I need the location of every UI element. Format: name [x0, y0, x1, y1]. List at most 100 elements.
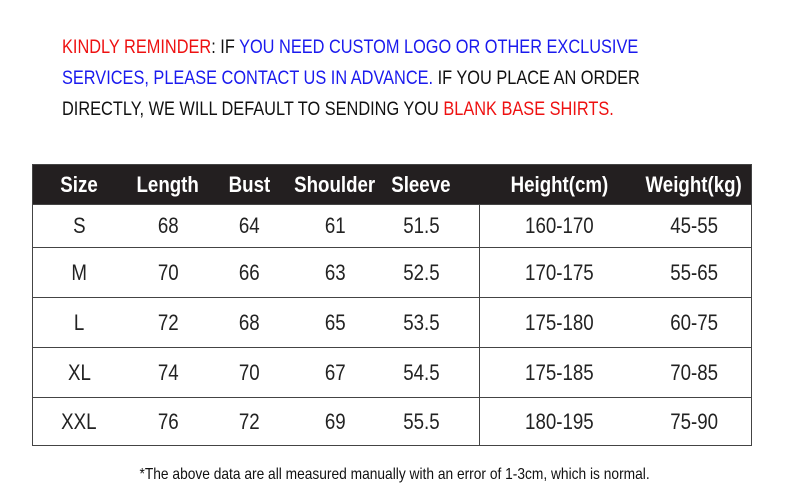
cell-bust: Bust [214, 165, 284, 204]
cell-weight: Weight(kg) [629, 165, 759, 204]
cell-text: XL [67, 359, 91, 385]
cell-height: 180-195 [489, 398, 629, 446]
cell-length: Length [118, 165, 218, 204]
cell-bust: 70 [214, 348, 284, 397]
cell-text: M [71, 259, 87, 285]
cell-text: 66 [238, 259, 260, 285]
cell-shoulder: Shoulder [285, 165, 385, 204]
table-row: XL 74 70 67 54.5 175-185 70-85 [33, 347, 751, 397]
reminder-line-1: KINDLY REMINDER: IF YOU NEED CUSTOM LOGO… [62, 37, 638, 59]
cell-sleeve: 55.5 [376, 398, 466, 446]
cell-text: 68 [157, 213, 179, 238]
cell-text: 70 [238, 359, 260, 385]
measurement-note-text: *The above data are all measured manuall… [139, 466, 651, 483]
cell-shoulder: 65 [285, 298, 385, 347]
cell-size: XL [39, 348, 119, 397]
cell-height: Height(cm) [489, 165, 629, 204]
cell-text: XXL [61, 409, 97, 434]
cell-shoulder: 69 [285, 398, 385, 446]
cell-text: 63 [324, 259, 346, 285]
cell-text: 52.5 [402, 259, 440, 285]
cell-weight: 75-90 [629, 398, 759, 446]
reminder-segment: DIRECTLY, WE WILL DEFAULT TO SENDING YOU [62, 99, 444, 120]
cell-sleeve: 51.5 [376, 205, 466, 247]
cell-length: 70 [118, 248, 218, 297]
table-row: L 72 68 65 53.5 175-180 60-75 [33, 297, 751, 347]
reminder-segment: YOU NEED CUSTOM LOGO OR OTHER EXCLUSIVE [239, 37, 639, 58]
cell-text: Weight(kg) [645, 171, 743, 197]
cell-sleeve: 54.5 [376, 348, 466, 397]
cell-text: 76 [157, 409, 179, 434]
cell-length: 72 [118, 298, 218, 347]
cell-text: S [72, 213, 86, 238]
cell-shoulder: 67 [285, 348, 385, 397]
reminder-line-2: SERVICES, PLEASE CONTACT US IN ADVANCE. … [62, 68, 640, 90]
cell-text: Sleeve [391, 171, 451, 197]
cell-size: XXL [39, 398, 119, 446]
cell-text: 72 [238, 409, 260, 434]
cell-weight: 60-75 [629, 298, 759, 347]
table-row: XXL 76 72 69 55.5 180-195 75-90 [33, 397, 751, 446]
cell-size: L [39, 298, 119, 347]
cell-text: 175-180 [524, 309, 594, 335]
cell-text: 175-185 [524, 359, 594, 385]
cell-sleeve: 52.5 [376, 248, 466, 297]
cell-height: 160-170 [489, 205, 629, 247]
cell-text: 55.5 [402, 409, 440, 434]
cell-text: 69 [324, 409, 346, 434]
cell-text: 70 [157, 259, 179, 285]
cell-text: 75-90 [670, 409, 718, 434]
cell-shoulder: 61 [285, 205, 385, 247]
cell-text: 60-75 [670, 309, 718, 335]
cell-bust: 72 [214, 398, 284, 446]
cell-text: 53.5 [402, 309, 440, 335]
cell-text: 51.5 [402, 213, 440, 238]
cell-bust: 66 [214, 248, 284, 297]
reminder-segment: KINDLY REMINDER [62, 37, 212, 58]
cell-weight: 45-55 [629, 205, 759, 247]
cell-text: 72 [157, 309, 179, 335]
cell-size: M [39, 248, 119, 297]
cell-shoulder: 63 [285, 248, 385, 297]
cell-text: 64 [238, 213, 260, 238]
cell-weight: 70-85 [629, 348, 759, 397]
cell-text: 160-170 [524, 213, 594, 238]
cell-weight: 55-65 [629, 248, 759, 297]
reminder-segment: BLANK BASE SHIRTS. [443, 99, 614, 120]
cell-text: Size [60, 171, 98, 197]
reminder-segment: : IF [211, 37, 240, 58]
cell-text: 180-195 [524, 409, 594, 434]
cell-text: 68 [238, 309, 260, 335]
cell-text: 170-175 [524, 259, 594, 285]
cell-length: 74 [118, 348, 218, 397]
cell-bust: 68 [214, 298, 284, 347]
cell-sleeve: Sleeve [376, 165, 466, 204]
cell-text: 55-65 [670, 259, 718, 285]
cell-text: 67 [324, 359, 346, 385]
cell-size: Size [39, 165, 119, 204]
cell-text: L [73, 309, 85, 335]
cell-size: S [39, 205, 119, 247]
cell-text: 65 [324, 309, 346, 335]
cell-text: 45-55 [670, 213, 718, 238]
cell-text: 70-85 [670, 359, 718, 385]
cell-height: 175-185 [489, 348, 629, 397]
cell-text: Bust [228, 171, 270, 197]
cell-height: 170-175 [489, 248, 629, 297]
cell-text: Height(cm) [510, 171, 608, 197]
cell-length: 76 [118, 398, 218, 446]
cell-bust: 64 [214, 205, 284, 247]
reminder-segment: SERVICES, PLEASE CONTACT US IN ADVANCE. [62, 68, 434, 89]
table-row: S 68 64 61 51.5 160-170 45-55 [33, 204, 751, 247]
cell-text: 61 [324, 213, 346, 238]
measurement-note: *The above data are all measured manuall… [0, 466, 790, 484]
column-divider [479, 204, 480, 445]
reminder-line-3: DIRECTLY, WE WILL DEFAULT TO SENDING YOU… [62, 99, 614, 121]
cell-text: 54.5 [402, 359, 440, 385]
size-chart-table: Size Length Bust Shoulder Sleeve Height(cm) We… [32, 164, 752, 446]
cell-text: Shoulder [294, 171, 376, 197]
reminder-segment: IF YOU PLACE AN ORDER [433, 68, 640, 89]
cell-text: 74 [157, 359, 179, 385]
cell-height: 175-180 [489, 298, 629, 347]
table-row: M 70 66 63 52.5 170-175 55-65 [33, 247, 751, 297]
